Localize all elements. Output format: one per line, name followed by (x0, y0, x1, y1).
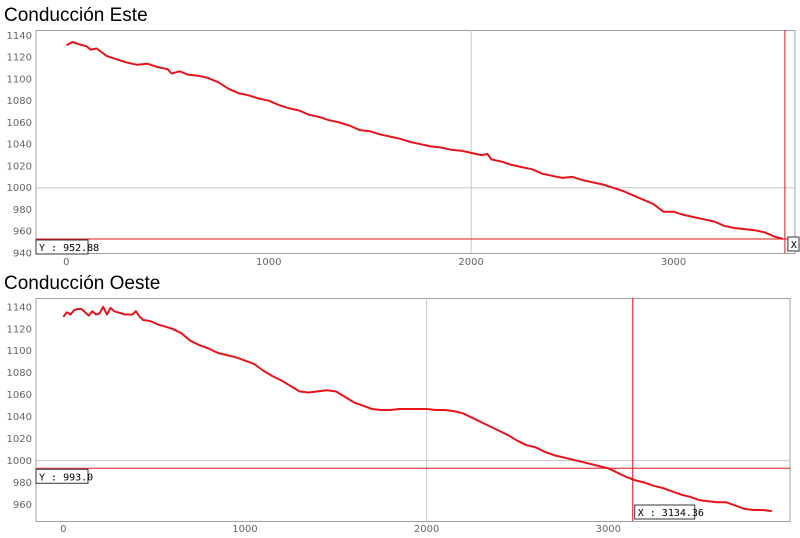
y-readout-text: Y : 993.0 (39, 472, 93, 483)
y-tick-label: 1080 (7, 368, 32, 379)
y-tick-label: 1120 (7, 324, 32, 335)
y-tick-label: 960 (13, 227, 32, 238)
y-readout-box (35, 239, 89, 255)
y-tick-label: 940 (13, 249, 32, 260)
y-tick-label: 980 (13, 205, 32, 216)
series-line (65, 41, 784, 240)
chart-title-este: Conducción Este (4, 5, 148, 26)
y-tick-label: 1080 (7, 96, 32, 107)
x-tick-label: 2000 (458, 257, 483, 268)
y-readout-text: Y : 952.88 (39, 243, 99, 254)
x-tick-label: 2000 (414, 524, 439, 535)
x-readout-text: X : 35 (791, 240, 800, 251)
chart-title-oeste: Conducción Oeste (4, 273, 161, 294)
x-readout-box (634, 504, 696, 520)
y-tick-label: 1140 (7, 31, 32, 42)
x-tick-label: 0 (63, 257, 69, 268)
y-tick-label: 1020 (7, 434, 32, 445)
y-tick-label: 1060 (7, 390, 32, 401)
y-tick-label: 1020 (7, 161, 32, 172)
x-readout-box (787, 236, 800, 252)
y-tick-label: 1120 (7, 53, 32, 64)
x-tick-label: 1000 (256, 257, 281, 268)
y-tick-label: 960 (13, 500, 32, 511)
y-readout-box (35, 468, 89, 484)
y-tick-label: 1040 (7, 140, 32, 151)
y-tick-label: 980 (13, 478, 32, 489)
y-tick-label: 1100 (7, 74, 32, 85)
chart-conduccion-este[interactable]: 940 960 980 1000 1020 1040 1060 1080 1100 1120 114… (0, 30, 800, 270)
x-tick-label: 3000 (596, 524, 621, 535)
y-tick-label: 1000 (7, 456, 32, 467)
y-tick-label: 1140 (7, 302, 32, 313)
y-tick-label: 1060 (7, 118, 32, 129)
chart-conduccion-oeste[interactable]: 960 980 1000 1020 1040 1060 1080 1100 1120 1140 0 1… (0, 298, 800, 538)
x-tick-label: 1000 (232, 524, 257, 535)
x-readout-text: X : 3134.36 (638, 508, 704, 519)
x-tick-label: 0 (60, 524, 66, 535)
y-tick-label: 1000 (7, 183, 32, 194)
x-tick-label: 3000 (661, 257, 686, 268)
y-tick-label: 1100 (7, 346, 32, 357)
y-tick-label: 1040 (7, 412, 32, 423)
series-line (62, 305, 772, 513)
